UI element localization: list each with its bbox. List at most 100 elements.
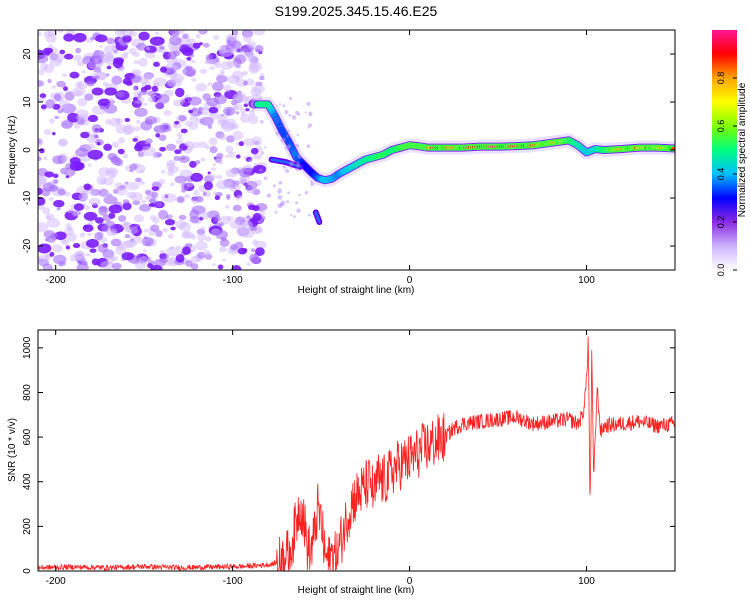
noise-blob bbox=[87, 163, 92, 167]
noise-blob bbox=[141, 199, 146, 204]
y-tick-label: 10 bbox=[22, 96, 33, 108]
noise-blob bbox=[157, 93, 170, 104]
noise-blob bbox=[231, 70, 244, 80]
noise-blob bbox=[226, 39, 232, 44]
noise-blob bbox=[167, 165, 180, 174]
noise-blob bbox=[137, 253, 141, 257]
noise-blob bbox=[149, 36, 165, 46]
noise-blob bbox=[232, 92, 247, 103]
noise-blob bbox=[122, 202, 132, 211]
noise-blob bbox=[63, 86, 69, 92]
noise-blob bbox=[223, 84, 232, 92]
noise-blob bbox=[83, 205, 91, 210]
scatter-speck bbox=[277, 195, 283, 200]
noise-blob bbox=[73, 124, 80, 129]
noise-blob bbox=[67, 112, 80, 123]
noise-blob bbox=[192, 42, 201, 49]
noise-blob bbox=[205, 54, 213, 61]
noise-blob bbox=[103, 45, 115, 54]
noise-blob bbox=[184, 194, 191, 199]
noise-blob bbox=[171, 32, 178, 37]
noise-blob bbox=[243, 138, 256, 147]
noise-blob bbox=[181, 47, 194, 57]
scatter-speck bbox=[290, 213, 293, 216]
noise-blob bbox=[84, 143, 96, 151]
noise-blob bbox=[248, 114, 259, 125]
noise-blob bbox=[117, 148, 125, 155]
noise-blob bbox=[61, 73, 68, 78]
noise-blob bbox=[225, 145, 234, 154]
noise-blob bbox=[145, 52, 156, 59]
noise-blob bbox=[259, 75, 265, 81]
noise-blob bbox=[133, 60, 140, 65]
noise-blob bbox=[178, 115, 187, 122]
noise-blob bbox=[175, 253, 185, 263]
scatter-speck bbox=[287, 191, 291, 195]
noise-blob bbox=[44, 171, 54, 178]
noise-blob bbox=[246, 41, 256, 49]
noise-blob bbox=[38, 139, 44, 146]
noise-blob bbox=[111, 141, 120, 149]
noise-blob bbox=[152, 216, 160, 224]
noise-blob bbox=[73, 54, 82, 62]
noise-blob bbox=[218, 246, 227, 253]
noise-blob bbox=[42, 207, 51, 215]
noise-blob bbox=[144, 196, 150, 200]
noise-blob bbox=[246, 52, 256, 59]
noise-blob bbox=[58, 138, 68, 146]
noise-blob bbox=[203, 181, 213, 191]
noise-blob bbox=[126, 226, 139, 234]
x-tick-label: -200 bbox=[46, 275, 66, 286]
noise-blob bbox=[241, 220, 253, 231]
noise-blob bbox=[38, 196, 46, 206]
noise-blob bbox=[188, 109, 194, 114]
noise-blob bbox=[91, 258, 100, 266]
y-tick-label: 800 bbox=[22, 384, 33, 401]
noise-blob bbox=[207, 82, 213, 87]
noise-blob bbox=[229, 220, 241, 229]
y-tick-label: -10 bbox=[22, 190, 33, 205]
noise-blob bbox=[87, 149, 104, 160]
noise-blob bbox=[73, 203, 85, 211]
noise-blob bbox=[39, 148, 45, 154]
noise-blob bbox=[234, 54, 247, 64]
scatter-speck bbox=[306, 101, 311, 107]
noise-blob bbox=[207, 171, 211, 175]
noise-blob bbox=[195, 33, 201, 39]
noise-blob bbox=[187, 96, 202, 106]
scatter-speck bbox=[259, 168, 263, 172]
noise-blob bbox=[212, 263, 216, 267]
noise-blob bbox=[224, 205, 230, 209]
noise-blob bbox=[162, 227, 169, 233]
noise-blob bbox=[197, 232, 207, 242]
noise-blob bbox=[132, 96, 138, 102]
noise-blob bbox=[159, 249, 165, 255]
scatter-speck bbox=[272, 184, 276, 188]
noise-blob bbox=[250, 108, 255, 112]
noise-blob bbox=[116, 91, 125, 98]
noise-blob bbox=[124, 181, 129, 185]
noise-blob bbox=[154, 101, 164, 110]
noise-blob bbox=[212, 163, 217, 167]
noise-blob bbox=[233, 180, 240, 186]
colorbar-label: Normalized spectral amplitude bbox=[737, 82, 748, 217]
noise-blob bbox=[123, 124, 135, 135]
noise-blob bbox=[132, 126, 141, 132]
noise-blob bbox=[94, 75, 100, 80]
noise-blob bbox=[59, 49, 66, 55]
noise-blob bbox=[252, 239, 259, 245]
noise-blob bbox=[223, 106, 236, 116]
noise-blob bbox=[85, 253, 91, 257]
noise-blob bbox=[165, 246, 181, 257]
noise-blob bbox=[245, 78, 255, 86]
noise-blob bbox=[230, 47, 239, 54]
noise-blob bbox=[45, 98, 56, 109]
noise-blob bbox=[134, 143, 144, 152]
noise-blob bbox=[235, 111, 240, 115]
noise-blob bbox=[84, 93, 94, 101]
noise-blob bbox=[139, 146, 156, 157]
noise-blob bbox=[91, 105, 107, 115]
noise-blob bbox=[109, 194, 114, 198]
noise-blob bbox=[217, 119, 228, 127]
scatter-speck bbox=[295, 144, 299, 148]
